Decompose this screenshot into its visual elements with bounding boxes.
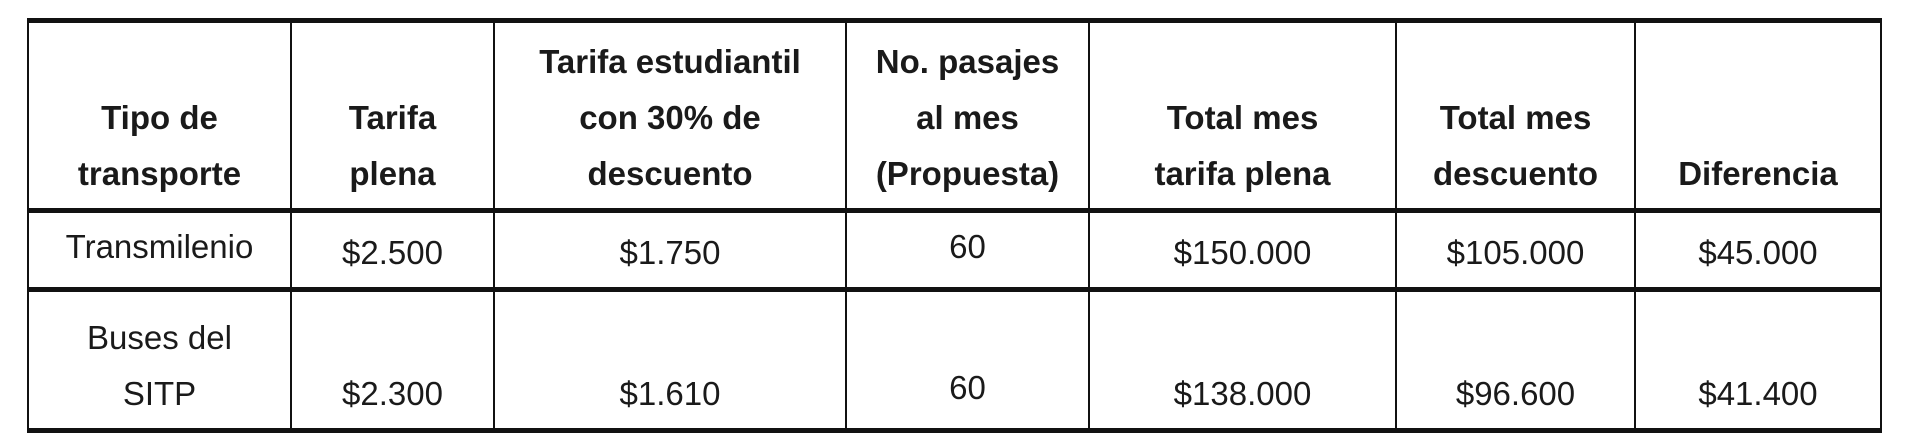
cell-total-plena: $138.000 [1088,289,1397,433]
cell-tarifa-plena: $2.500 [290,210,495,292]
cell-pasajes: 60 [845,210,1090,292]
header-line: descuento [1432,155,1599,192]
cell-tarifa-estudiantil: $1.610 [493,289,847,433]
cell-tarifa-estudiantil: $1.750 [493,210,847,292]
header-pasajes: No. pasajes al mes (Propuesta) [845,18,1090,213]
cell-line: SITP [122,375,197,412]
header-line: Diferencia [1678,155,1838,192]
header-line: al mes [916,99,1019,136]
header-total-plena: Total mes tarifa plena [1088,18,1397,213]
header-row: Tipo de transporte Tarifa plena Tarifa est… [27,18,1882,213]
header-line: descuento [587,155,753,192]
cell-tarifa-plena: $2.300 [290,289,495,433]
fare-comparison-table: Tipo de transporte Tarifa plena Tarifa est… [27,18,1882,433]
header-line: (Propuesta) [875,155,1060,192]
header-diferencia: Diferencia [1634,18,1882,213]
header-line: Total mes [1439,99,1592,136]
header-line: Tipo de [101,99,218,136]
cell-tipo: Buses del SITP [27,289,292,433]
header-tipo-transporte: Tipo de transporte [27,18,292,213]
cell-total-plena: $150.000 [1088,210,1397,292]
header-line: No. pasajes [875,43,1060,80]
cell-diferencia: $41.400 [1634,289,1882,433]
header-line: plena [349,155,436,192]
cell-pasajes: 60 [845,289,1090,433]
header-line: Total mes [1166,99,1319,136]
header-tarifa-estudiantil: Tarifa estudiantil con 30% de descuento [493,18,847,213]
header-total-descuento: Total mes descuento [1395,18,1636,213]
table-row: Buses del SITP $2.300 $1.610 60 $138.000 … [27,289,1882,433]
header-line: Tarifa [348,99,437,136]
table-row: Transmilenio $2.500 $1.750 60 $150.000 $… [27,210,1882,292]
cell-line: Transmilenio [65,228,254,265]
cell-line: Buses del [87,319,232,356]
header-tarifa-plena: Tarifa plena [290,18,495,213]
cell-tipo: Transmilenio [27,210,292,292]
header-line: Tarifa estudiantil [539,43,801,80]
header-line: con 30% de [579,99,761,136]
cell-diferencia: $45.000 [1634,210,1882,292]
header-line: transporte [77,155,242,192]
cell-total-descuento: $105.000 [1395,210,1636,292]
header-line: tarifa plena [1154,155,1331,192]
cell-total-descuento: $96.600 [1395,289,1636,433]
